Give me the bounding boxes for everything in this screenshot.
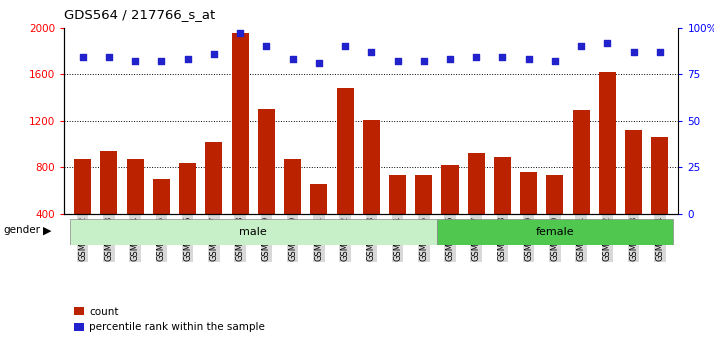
Point <box>392 58 403 64</box>
Point <box>471 55 482 60</box>
Bar <box>311 184 327 214</box>
Bar <box>625 130 642 214</box>
Bar <box>336 88 353 214</box>
Point <box>182 57 193 62</box>
Bar <box>69 219 437 245</box>
Bar <box>258 109 275 214</box>
Bar <box>363 120 380 214</box>
Text: GDS564 / 217766_s_at: GDS564 / 217766_s_at <box>64 8 216 21</box>
Point <box>654 49 665 55</box>
Point <box>339 43 351 49</box>
Bar <box>521 172 537 214</box>
Point <box>366 49 377 55</box>
Point <box>313 60 324 66</box>
Bar <box>651 137 668 214</box>
Point <box>208 51 219 57</box>
Bar <box>494 157 511 214</box>
Bar <box>231 33 248 214</box>
Legend: count, percentile rank within the sample: count, percentile rank within the sample <box>69 303 269 336</box>
Point <box>234 30 246 36</box>
Bar <box>179 162 196 214</box>
Bar <box>441 165 458 214</box>
Bar <box>599 72 616 214</box>
Point <box>77 55 89 60</box>
Bar <box>437 219 673 245</box>
Point <box>103 55 114 60</box>
Text: male: male <box>239 227 267 237</box>
Bar <box>284 159 301 214</box>
Bar <box>546 176 563 214</box>
Bar <box>74 159 91 214</box>
Bar <box>389 176 406 214</box>
Point <box>575 43 587 49</box>
Bar <box>206 142 222 214</box>
Point <box>261 43 272 49</box>
Point <box>497 55 508 60</box>
Point <box>129 58 141 64</box>
Point <box>444 57 456 62</box>
Bar <box>126 159 144 214</box>
Text: female: female <box>536 227 574 237</box>
Bar <box>153 179 170 214</box>
Bar <box>468 153 485 214</box>
Point <box>602 40 613 45</box>
Point <box>628 49 640 55</box>
Point <box>156 58 167 64</box>
Bar <box>416 176 432 214</box>
Point <box>523 57 535 62</box>
Text: ▶: ▶ <box>43 226 51 235</box>
Text: gender: gender <box>4 226 41 235</box>
Point <box>418 58 430 64</box>
Point <box>287 57 298 62</box>
Point <box>549 58 560 64</box>
Bar <box>101 151 117 214</box>
Bar <box>573 110 590 214</box>
